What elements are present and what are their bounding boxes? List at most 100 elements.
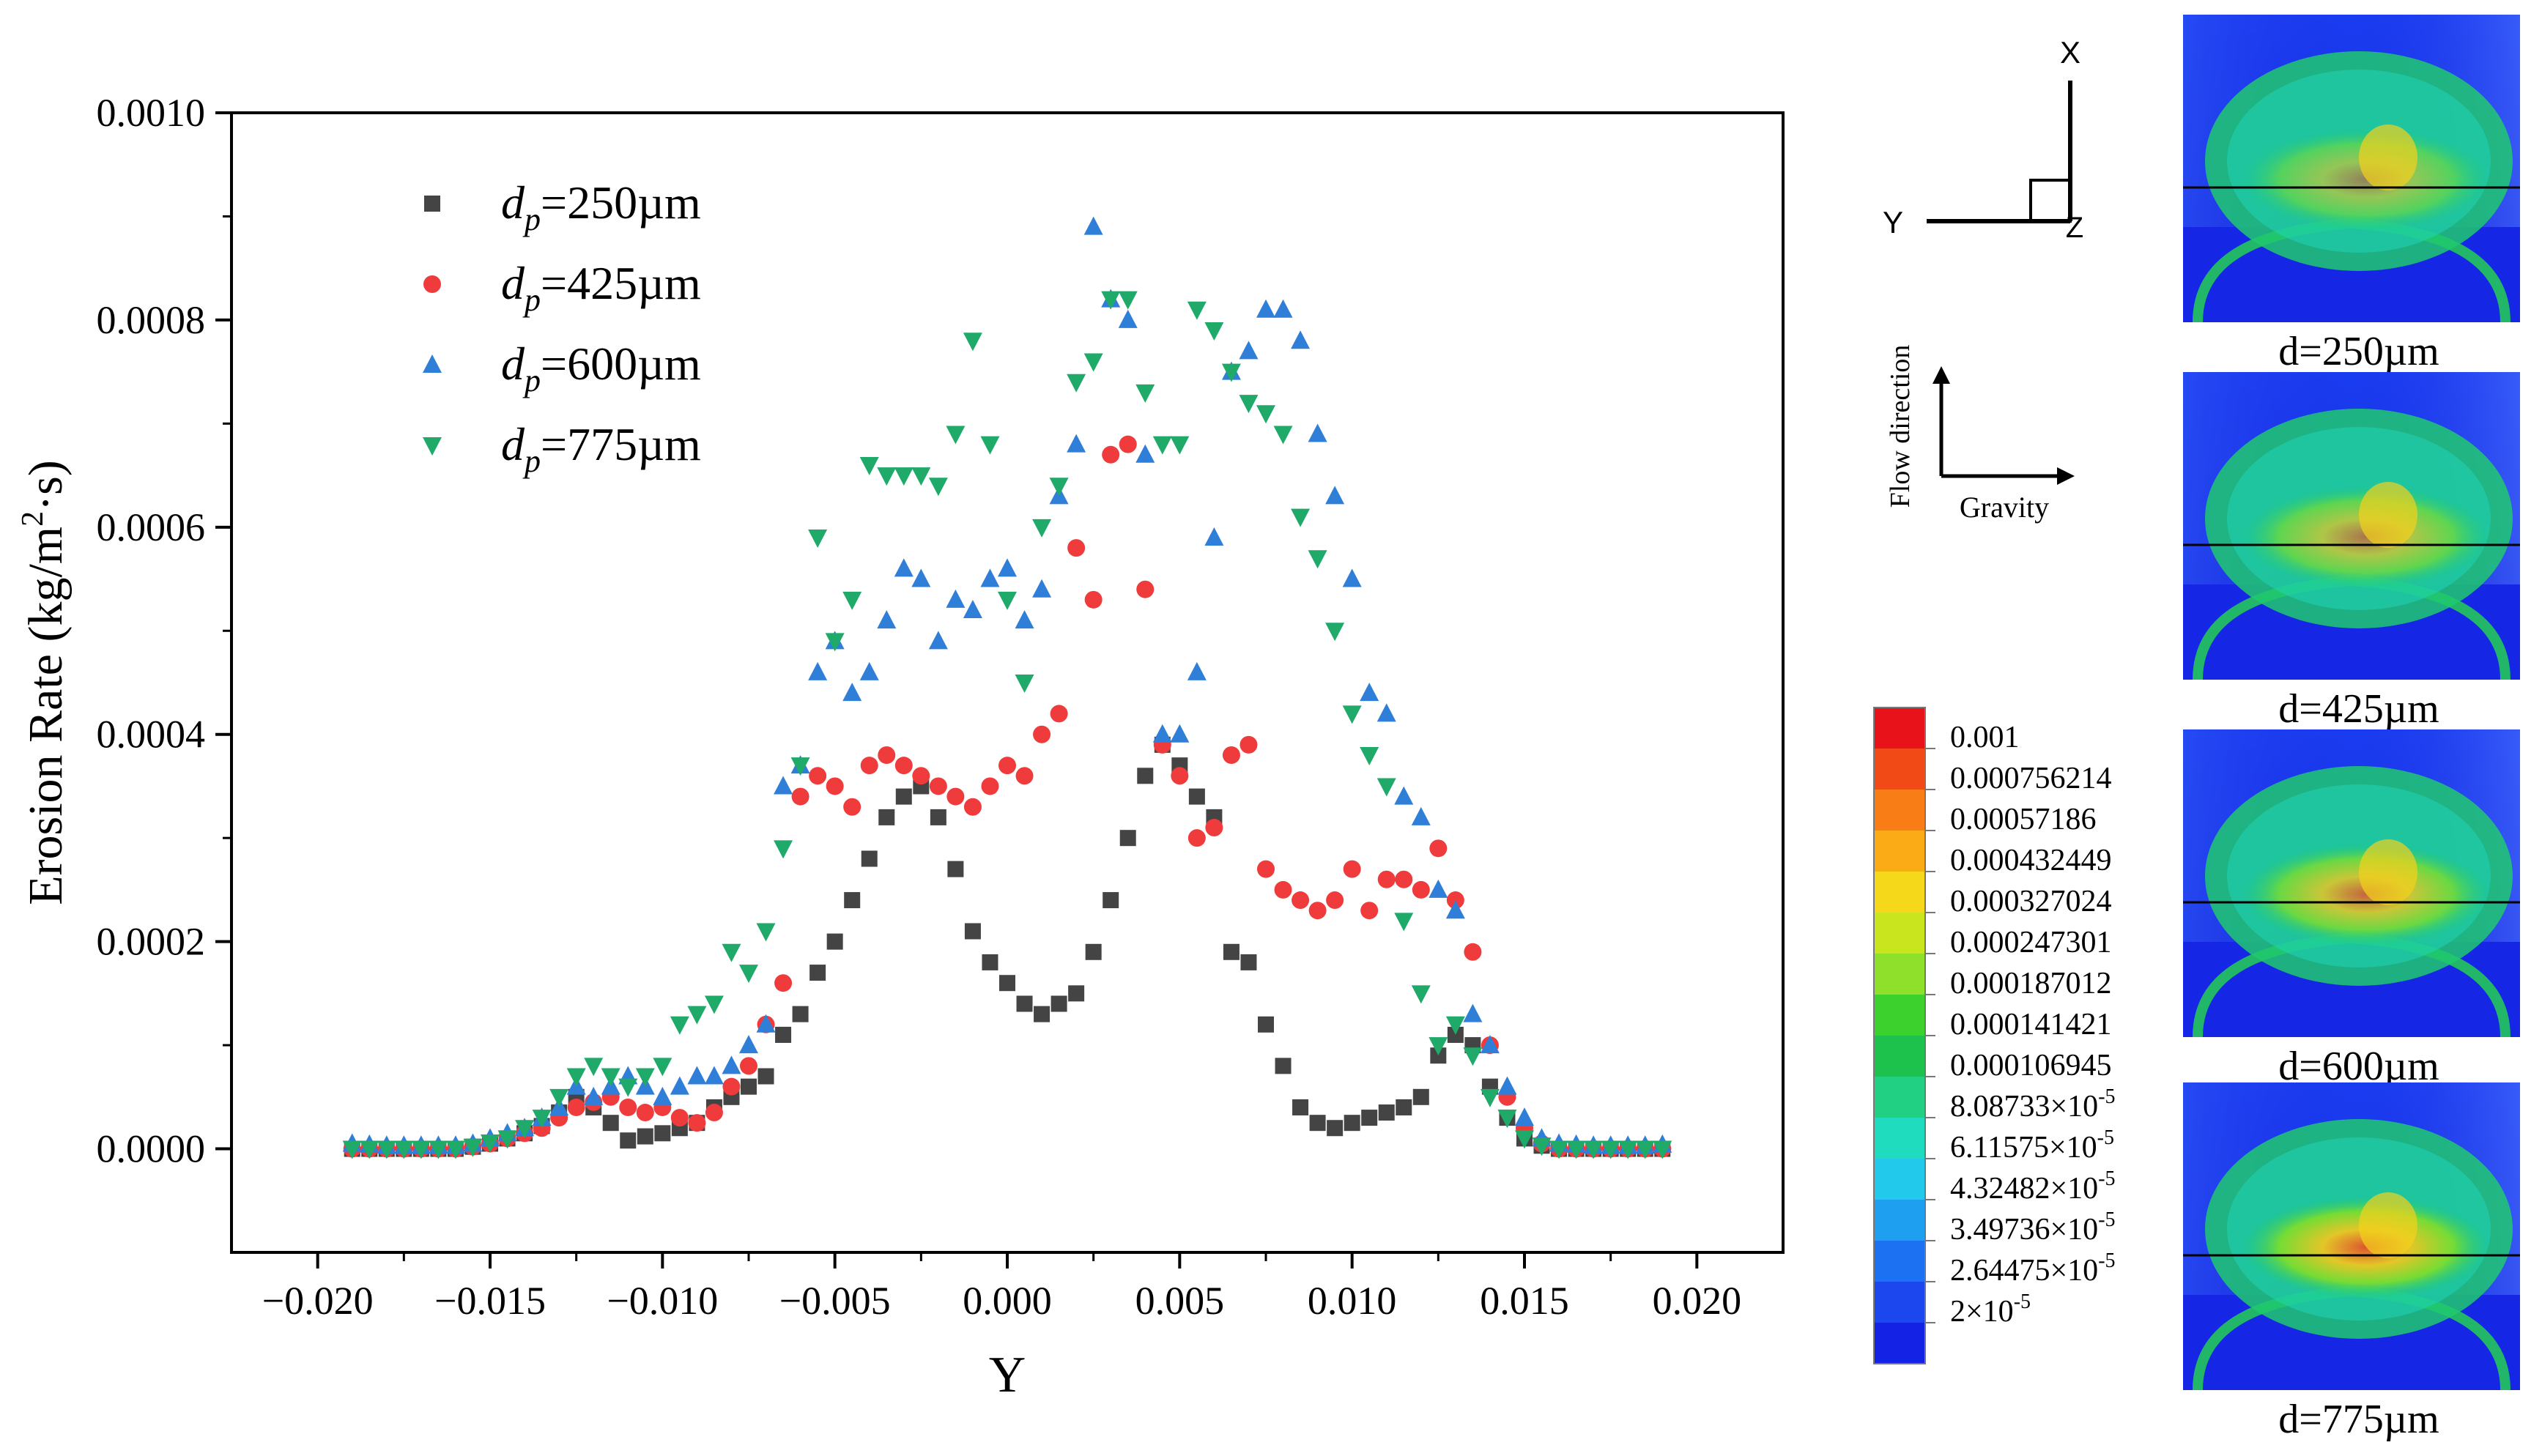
data-point bbox=[481, 1134, 500, 1154]
contour-caption: d=600µm bbox=[2278, 1044, 2439, 1089]
data-point bbox=[602, 1115, 619, 1132]
colorbar-label: 0.000327024 bbox=[1950, 885, 2112, 918]
data-point bbox=[1135, 444, 1155, 463]
data-point bbox=[774, 974, 793, 992]
legend-label: dp=775µm bbox=[501, 418, 701, 479]
data-point bbox=[1205, 819, 1223, 837]
data-point bbox=[1152, 436, 1172, 455]
data-point bbox=[739, 965, 758, 984]
data-point bbox=[928, 478, 948, 497]
colorbar: 0.001 0.000756214 0.00057186 0.000432449 0.0… bbox=[1873, 707, 2116, 1364]
data-point bbox=[1412, 1088, 1429, 1105]
data-point bbox=[1136, 580, 1155, 598]
colorbar-swatch bbox=[1874, 995, 1925, 1036]
legend-marker bbox=[423, 275, 441, 293]
contour-panel: d=600µm bbox=[2183, 729, 2520, 1089]
data-point bbox=[790, 757, 810, 776]
data-point bbox=[859, 456, 879, 475]
data-point bbox=[1327, 1120, 1344, 1137]
data-point bbox=[1239, 395, 1259, 414]
data-point bbox=[878, 746, 896, 765]
data-point bbox=[687, 1006, 707, 1025]
data-point bbox=[1258, 1016, 1274, 1033]
data-point bbox=[1256, 405, 1275, 424]
data-point bbox=[809, 965, 826, 981]
data-point bbox=[1429, 839, 1448, 858]
data-point bbox=[912, 767, 930, 785]
data-point bbox=[1429, 879, 1448, 898]
data-point bbox=[998, 757, 1016, 775]
colorbar-swatch bbox=[1874, 1036, 1925, 1077]
data-point bbox=[1515, 1107, 1534, 1126]
data-point bbox=[1343, 860, 1361, 878]
data-point bbox=[842, 683, 862, 702]
data-point bbox=[654, 1125, 671, 1142]
data-point bbox=[1292, 1099, 1309, 1115]
data-point bbox=[670, 1076, 689, 1095]
legend-label: dp=425µm bbox=[501, 257, 701, 318]
data-point bbox=[842, 591, 862, 610]
colorbar-label: 0.000187012 bbox=[1950, 967, 2112, 1000]
x-tick-label: −0.020 bbox=[262, 1279, 374, 1323]
data-point bbox=[844, 892, 861, 909]
data-point bbox=[1464, 943, 1482, 961]
data-point bbox=[1463, 1047, 1483, 1066]
data-point bbox=[620, 1132, 637, 1149]
data-point bbox=[1101, 291, 1121, 310]
data-point bbox=[549, 1088, 569, 1107]
data-point bbox=[1032, 579, 1052, 598]
data-point bbox=[1635, 1140, 1655, 1159]
data-point bbox=[981, 777, 999, 795]
data-point bbox=[1653, 1140, 1672, 1159]
data-point bbox=[1618, 1140, 1638, 1159]
x-tick-label: 0.005 bbox=[1135, 1279, 1225, 1323]
colorbar-label: 0.000141421 bbox=[1950, 1008, 2112, 1041]
data-point bbox=[687, 1066, 707, 1085]
colorbar-swatch bbox=[1874, 1077, 1925, 1118]
data-point bbox=[980, 568, 1000, 587]
y-tick-label: 0.0002 bbox=[97, 920, 206, 964]
data-point bbox=[1152, 724, 1172, 743]
x-tick-label: 0.010 bbox=[1308, 1279, 1397, 1323]
data-point bbox=[1067, 374, 1086, 393]
contour-panel: d=425µm bbox=[2183, 372, 2520, 732]
data-point bbox=[1378, 1104, 1395, 1121]
data-point bbox=[394, 1140, 414, 1159]
data-point bbox=[1309, 1115, 1326, 1132]
legend-marker bbox=[423, 354, 442, 373]
data-point bbox=[670, 1109, 689, 1127]
colorbar-label: 0.001 bbox=[1950, 721, 2020, 754]
data-point bbox=[1049, 478, 1069, 497]
data-point bbox=[1084, 590, 1103, 609]
data-point bbox=[1515, 1130, 1534, 1149]
data-point bbox=[584, 1086, 604, 1105]
y-tick-label: 0.0010 bbox=[97, 91, 206, 135]
axis-x-label: X bbox=[2060, 35, 2080, 70]
data-point bbox=[1137, 768, 1154, 784]
data-point bbox=[1292, 891, 1310, 910]
colorbar-label: 2×10-5 bbox=[1950, 1290, 2031, 1329]
data-point bbox=[1188, 788, 1205, 805]
data-point bbox=[1480, 1035, 1500, 1054]
data-point bbox=[1118, 309, 1138, 328]
data-point bbox=[739, 1035, 758, 1054]
colorbar-swatch bbox=[1874, 1282, 1925, 1323]
data-point bbox=[928, 631, 948, 650]
data-point bbox=[1325, 486, 1345, 505]
scatter-plot: −0.020 −0.015 −0.010 −0.005 0.000 0.005 0.010 0… bbox=[16, 91, 1785, 1403]
data-point bbox=[963, 333, 982, 352]
data-point bbox=[567, 1098, 585, 1116]
data-point bbox=[741, 1078, 757, 1095]
data-point bbox=[1187, 661, 1207, 680]
data-point bbox=[1308, 902, 1327, 920]
data-point bbox=[1360, 683, 1379, 702]
data-point bbox=[1325, 623, 1345, 642]
data-point bbox=[1411, 806, 1431, 825]
data-point bbox=[1033, 725, 1051, 743]
series-3 bbox=[342, 291, 1672, 1159]
data-point bbox=[825, 633, 845, 652]
data-point bbox=[1257, 860, 1275, 878]
data-point bbox=[1566, 1140, 1586, 1159]
data-point bbox=[947, 861, 964, 877]
